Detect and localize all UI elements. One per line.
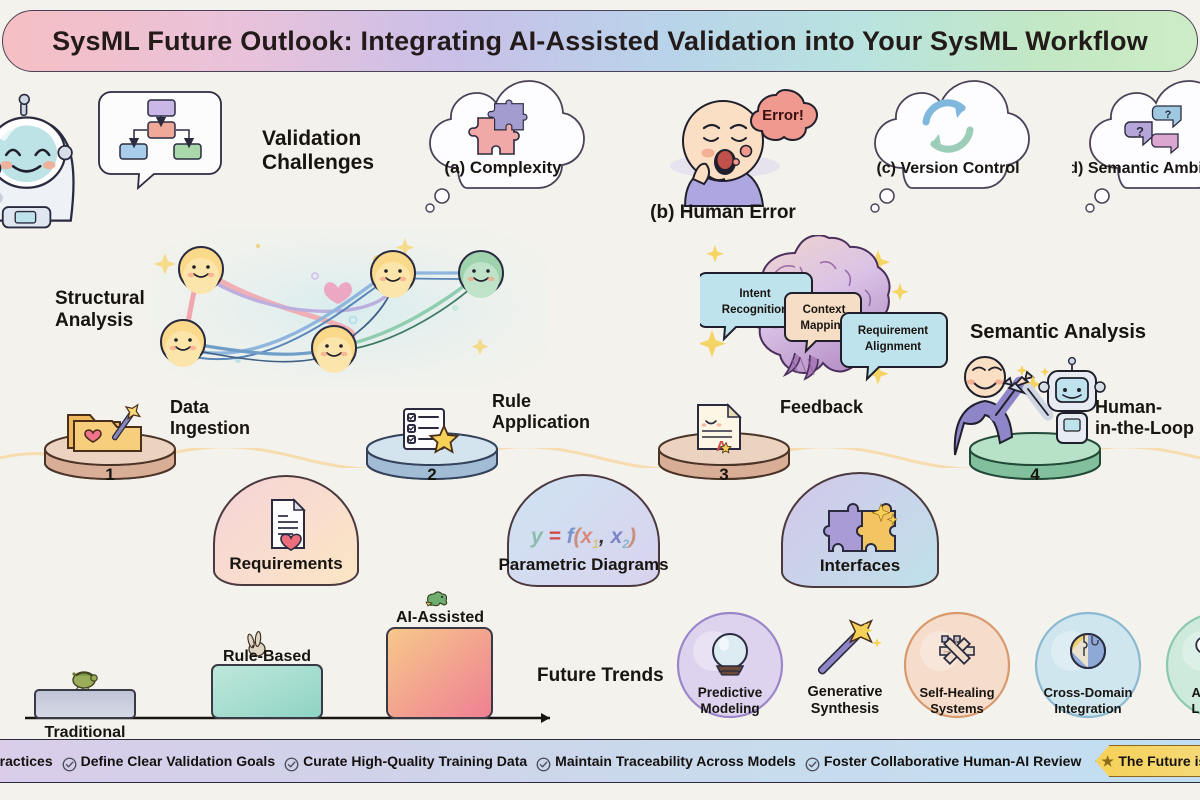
svg-text:Error!: Error!: [762, 107, 804, 124]
svg-text:Recognition: Recognition: [722, 304, 788, 316]
svg-text:Alignment: Alignment: [865, 341, 921, 353]
svg-text:Adaptive: Adaptive: [1192, 685, 1200, 700]
svg-text:Predictive: Predictive: [698, 685, 763, 700]
svg-text:AI-Assisted: AI-Assisted: [396, 609, 484, 626]
svg-text:(d) Semantic Ambiguity: (d) Semantic Ambiguity: [1072, 160, 1200, 177]
svg-text:Rule-Based: Rule-Based: [223, 648, 311, 665]
svg-text:Requirement: Requirement: [858, 325, 928, 337]
svg-text:(a) Complexity: (a) Complexity: [444, 158, 562, 177]
svg-text:Generative: Generative: [808, 684, 883, 700]
svg-text:Learning: Learning: [1192, 701, 1200, 716]
svg-text:Modeling: Modeling: [700, 701, 759, 716]
svg-text:Self-Healing: Self-Healing: [919, 685, 994, 700]
svg-text:(c) Version Control: (c) Version Control: [876, 160, 1019, 177]
svg-text:Context: Context: [803, 304, 846, 316]
svg-text:(b) Human Error: (b) Human Error: [650, 202, 796, 223]
svg-text:Systems: Systems: [930, 701, 983, 716]
svg-text:Integration: Integration: [1054, 701, 1121, 716]
svg-text:Intent: Intent: [739, 288, 770, 300]
svg-text:?: ?: [1165, 109, 1172, 121]
svg-text:Synthesis: Synthesis: [811, 701, 880, 717]
svg-text:?: ?: [1136, 124, 1144, 139]
svg-text:Cross-Domain: Cross-Domain: [1044, 685, 1133, 700]
